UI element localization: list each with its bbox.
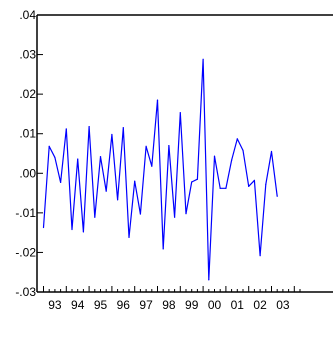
data-point (82, 231, 84, 233)
data-point (151, 165, 153, 167)
x-tick-label: 93 (48, 298, 62, 312)
y-tick-label: -.02 (15, 245, 36, 259)
data-point (156, 99, 159, 101)
data-point (88, 125, 90, 128)
y-axis-ticks: .04 .03 .02 .01 .00 -.01 -.02 -.03 (15, 8, 43, 299)
x-tick-label: 03 (276, 298, 290, 312)
data-point (105, 190, 107, 192)
x-tick-label: 96 (117, 298, 131, 312)
data-point (248, 185, 250, 187)
y-tick-label: .00 (19, 166, 36, 180)
data-point (270, 150, 273, 153)
y-tick-label: .02 (19, 87, 36, 101)
data-point (42, 226, 45, 229)
data-point (253, 179, 255, 182)
x-tick-label: 99 (185, 298, 199, 312)
data-point (94, 216, 96, 218)
data-point (185, 213, 187, 215)
series-layer (42, 58, 278, 281)
x-tick-label: 98 (162, 298, 176, 312)
y-tick-label: -.01 (15, 206, 36, 220)
data-point (265, 183, 267, 185)
y-tick-label: .03 (19, 48, 36, 62)
data-point (276, 195, 278, 197)
x-tick-label: 95 (94, 298, 108, 312)
y-tick-label: .04 (19, 8, 36, 22)
data-point (145, 145, 147, 147)
data-point (219, 187, 221, 189)
data-point (139, 213, 141, 215)
series-line (42, 58, 278, 281)
data-point (259, 254, 261, 257)
data-point (179, 112, 181, 114)
data-point (54, 156, 56, 159)
data-point (242, 149, 244, 151)
data-point (231, 159, 233, 161)
data-point (65, 128, 67, 130)
data-point (117, 199, 119, 201)
data-point (77, 158, 79, 160)
data-point (48, 145, 50, 147)
data-point (202, 58, 204, 60)
x-tick-label: 94 (71, 298, 85, 312)
data-point (71, 228, 73, 231)
data-point (196, 178, 198, 180)
data-point (111, 133, 113, 136)
x-tick-label: 00 (208, 298, 222, 312)
data-point (99, 156, 102, 158)
data-point (122, 127, 124, 129)
data-point (134, 180, 136, 182)
data-point (162, 248, 164, 250)
x-tick-label: 97 (139, 298, 153, 312)
y-tick-label: .01 (19, 127, 36, 141)
y-tick-label: -.03 (15, 285, 36, 299)
data-point (60, 181, 62, 183)
data-point (174, 216, 176, 218)
x-tick-label: 02 (253, 298, 267, 312)
plot-frame (36, 14, 333, 293)
data-point (236, 138, 238, 140)
data-point (168, 144, 170, 147)
x-axis-ticks: 93 94 95 96 97 98 99 00 01 02 03 (43, 286, 301, 312)
data-point (208, 279, 210, 281)
data-point (225, 187, 227, 189)
data-point (213, 155, 216, 157)
data-point (128, 236, 130, 238)
data-point (191, 181, 193, 183)
x-tick-label: 01 (231, 298, 245, 312)
